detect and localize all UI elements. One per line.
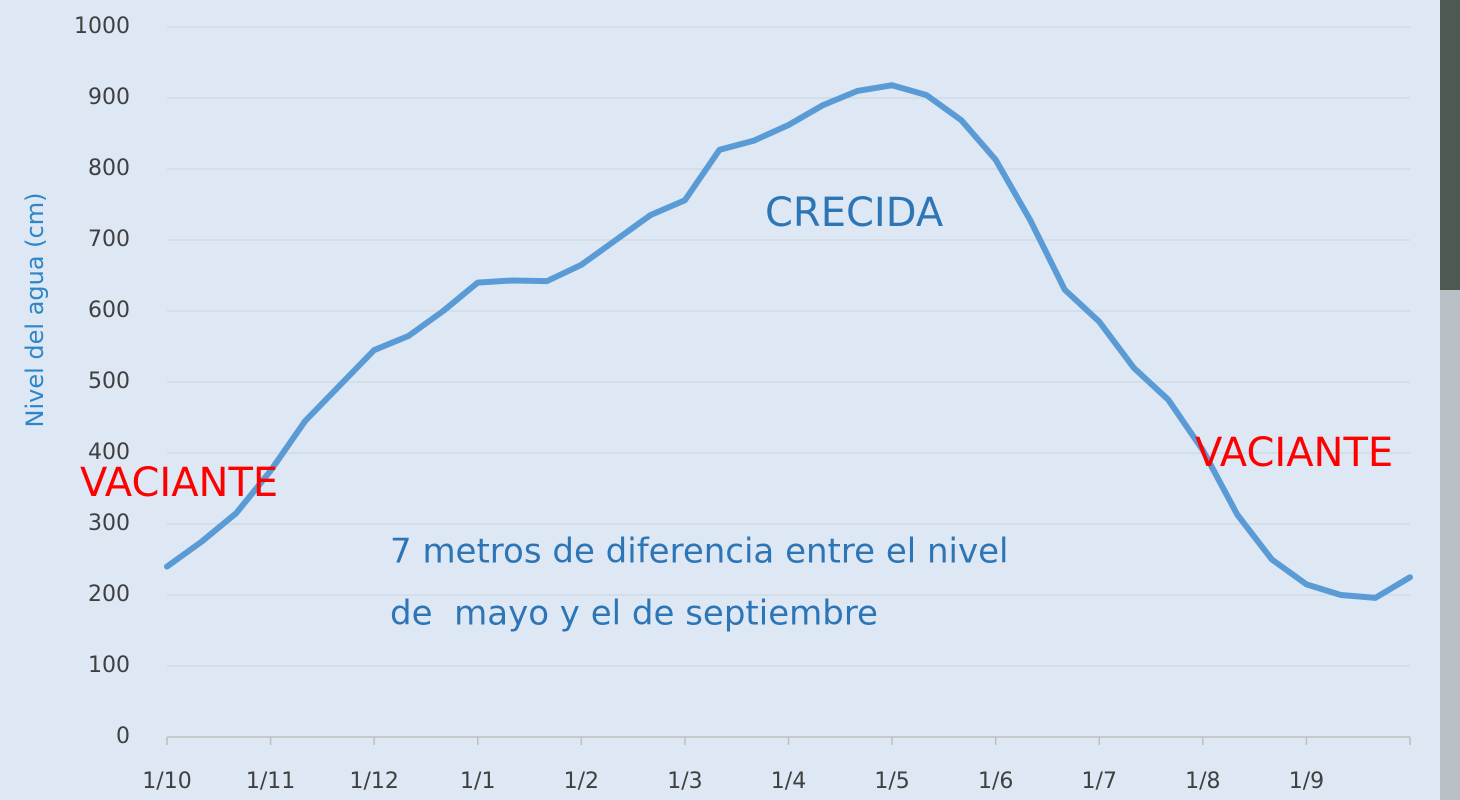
y-tick-label: 900 <box>88 85 130 110</box>
y-tick-label: 100 <box>88 653 130 678</box>
x-tick-label: 1/7 <box>1082 769 1117 794</box>
annotation: CRECIDA <box>765 190 944 236</box>
x-tick-label: 1/5 <box>874 769 909 794</box>
y-tick-label: 800 <box>88 156 130 181</box>
y-axis-label: Nivel del agua (cm) <box>21 193 49 428</box>
photo-edge <box>1440 0 1460 290</box>
y-tick-label: 400 <box>88 440 130 465</box>
y-tick-label: 500 <box>88 369 130 394</box>
x-tick-label: 1/8 <box>1185 769 1220 794</box>
x-tick-label: 1/11 <box>246 769 295 794</box>
x-tick-label: 1/4 <box>771 769 806 794</box>
y-tick-label: 600 <box>88 298 130 323</box>
note: de mayo y el de septiembre <box>390 594 878 634</box>
x-tick-label: 1/2 <box>564 769 599 794</box>
y-tick-label: 0 <box>116 724 130 749</box>
x-tick-label: 1/10 <box>142 769 191 794</box>
x-tick-label: 1/1 <box>460 769 495 794</box>
x-tick-label: 1/3 <box>667 769 702 794</box>
y-tick-label: 1000 <box>74 14 130 39</box>
y-tick-label: 200 <box>88 582 130 607</box>
x-tick-label: 1/6 <box>978 769 1013 794</box>
y-tick-label: 300 <box>88 511 130 536</box>
y-tick-label: 700 <box>88 227 130 252</box>
x-tick-label: 1/9 <box>1289 769 1324 794</box>
data-line <box>164 82 1413 601</box>
annotation: VACIANTE <box>80 460 278 506</box>
note: 7 metros de diferencia entre el nivel <box>390 532 1008 572</box>
photo-edge <box>1440 290 1460 800</box>
x-tick-label: 1/12 <box>349 769 398 794</box>
annotation: VACIANTE <box>1195 430 1393 476</box>
